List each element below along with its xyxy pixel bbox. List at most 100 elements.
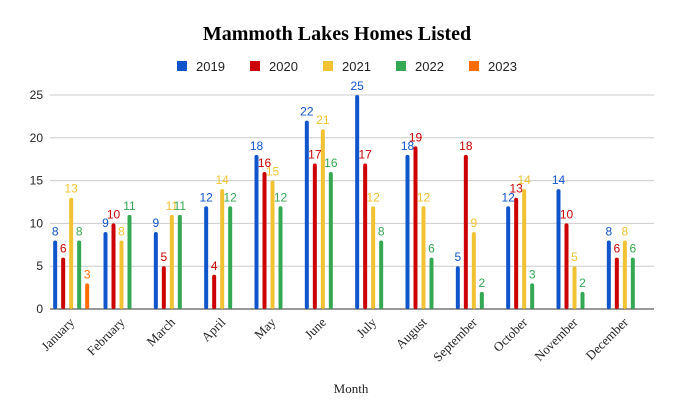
bar [153, 231, 158, 309]
data-label: 4 [211, 259, 218, 273]
y-tick-label: 5 [36, 259, 43, 273]
data-label: 11 [123, 199, 136, 213]
bar [119, 240, 124, 309]
bar [479, 291, 484, 309]
y-tick-label: 15 [30, 174, 44, 188]
data-label: 15 [266, 165, 280, 179]
y-tick-label: 0 [36, 302, 43, 316]
data-label: 12 [199, 190, 213, 204]
bar [405, 154, 410, 309]
data-label: 8 [621, 225, 628, 239]
data-label: 10 [107, 207, 121, 221]
data-label: 3 [84, 267, 91, 281]
data-label: 8 [52, 225, 59, 239]
data-label: 9 [152, 216, 159, 230]
bar [363, 163, 368, 309]
legend-label: 2023 [488, 59, 517, 74]
data-label: 18 [250, 139, 264, 153]
legend-item: 2021 [323, 59, 371, 74]
data-label: 21 [316, 113, 330, 127]
x-tick-label: April [198, 314, 228, 344]
bar [161, 266, 166, 309]
bar [204, 206, 209, 309]
bar [177, 214, 182, 309]
data-label: 12 [274, 190, 288, 204]
bar [371, 206, 376, 309]
bar [522, 189, 527, 309]
bar [278, 206, 283, 309]
data-label: 14 [552, 173, 566, 187]
x-tick-label: June [301, 314, 329, 342]
bar [85, 283, 90, 309]
bar [379, 240, 384, 309]
x-tick-label: July [353, 314, 379, 340]
y-axis-ticks: 0 5 10 15 20 25 [30, 88, 44, 316]
bar [111, 223, 116, 309]
data-label: 17 [358, 147, 372, 161]
x-tick-label: November [531, 314, 581, 364]
bar [69, 197, 74, 309]
bar [572, 266, 577, 309]
data-label: 13 [64, 182, 78, 196]
data-label: 25 [350, 79, 364, 93]
bar [328, 172, 333, 309]
bar [320, 129, 325, 309]
bar [53, 240, 58, 309]
data-label: 5 [571, 250, 578, 264]
bar [212, 274, 217, 309]
data-label: 14 [517, 173, 531, 187]
legend: 2019 2020 2021 2022 2023 [177, 59, 517, 74]
data-label: 14 [215, 173, 229, 187]
bar [228, 206, 233, 309]
bar [455, 266, 460, 309]
bar [421, 206, 426, 309]
legend-label: 2019 [196, 59, 225, 74]
data-label: 16 [258, 156, 272, 170]
bar [220, 189, 225, 309]
bar [312, 163, 317, 309]
legend-swatch [323, 61, 333, 71]
data-label: 2 [478, 276, 485, 290]
data-label: 22 [300, 105, 314, 119]
data-label: 11 [166, 199, 179, 213]
data-label: 11 [174, 199, 187, 213]
legend-swatch [396, 61, 406, 71]
data-label: 10 [560, 207, 574, 221]
bar [556, 189, 561, 309]
data-label: 6 [428, 242, 435, 256]
bar [270, 180, 275, 309]
data-label: 5 [454, 250, 461, 264]
legend-item: 2023 [469, 59, 517, 74]
x-axis-ticks: January February March April May June July Augu… [38, 314, 631, 364]
data-label: 18 [459, 139, 473, 153]
bar [169, 214, 174, 309]
legend-item: 2020 [250, 59, 298, 74]
x-tick-label: August [392, 314, 429, 351]
bar [77, 240, 82, 309]
bar [254, 154, 259, 309]
legend-item: 2022 [396, 59, 444, 74]
legend-swatch [177, 61, 187, 71]
data-label: 3 [529, 267, 536, 281]
bar [514, 197, 519, 309]
bar [622, 240, 627, 309]
bar [262, 172, 267, 309]
bar [103, 231, 108, 309]
data-label: 12 [366, 190, 380, 204]
data-label: 6 [629, 242, 636, 256]
bar [614, 257, 619, 309]
data-label: 9 [470, 216, 477, 230]
bar [429, 257, 434, 309]
bar [564, 223, 569, 309]
data-label: 18 [401, 139, 415, 153]
legend-label: 2020 [269, 59, 298, 74]
y-tick-label: 25 [30, 88, 44, 102]
x-tick-label: January [38, 314, 78, 354]
data-label: 8 [605, 225, 612, 239]
bar [355, 95, 360, 309]
data-label: 16 [324, 156, 338, 170]
data-label: 19 [409, 130, 423, 144]
data-label: 9 [102, 216, 109, 230]
bar [413, 146, 418, 309]
